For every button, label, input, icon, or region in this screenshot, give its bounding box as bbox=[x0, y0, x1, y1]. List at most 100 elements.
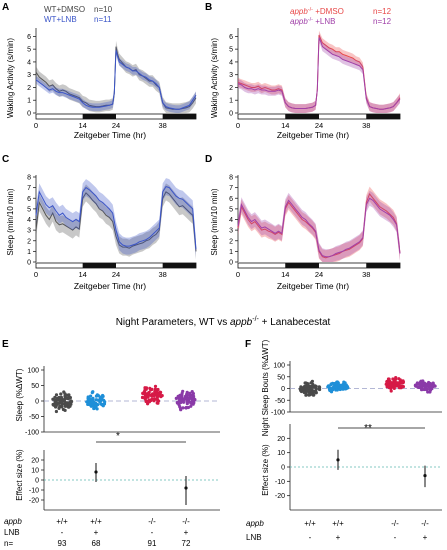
effect-mean-f-1 bbox=[336, 458, 340, 462]
error-band-a-1 bbox=[36, 40, 196, 113]
data-point-e bbox=[182, 400, 186, 404]
dark-period-c bbox=[82, 263, 116, 268]
data-point-f bbox=[391, 377, 395, 381]
y-tick-label-a: 6 bbox=[27, 34, 31, 41]
data-point-e bbox=[185, 402, 189, 406]
y-tick-label-b: 4 bbox=[229, 59, 233, 66]
y-tick-label-a: 4 bbox=[27, 59, 31, 66]
table-e-n-4: 72 bbox=[182, 539, 191, 548]
effect-y-tick-label-f: -10 bbox=[275, 479, 285, 486]
data-point-f bbox=[400, 385, 405, 389]
data-point-f bbox=[329, 390, 334, 394]
effect-y-tick-label-e: 10 bbox=[31, 468, 39, 475]
effect-mean-f-2 bbox=[423, 474, 427, 478]
legend-b-line-2: appb-/- +LNB bbox=[290, 17, 335, 26]
y-tick-label-d: 5 bbox=[229, 206, 233, 213]
data-point-f bbox=[390, 383, 394, 387]
y-tick-label-a: 5 bbox=[27, 47, 31, 54]
ylabel-b: Waking Activity (s/min) bbox=[210, 38, 219, 118]
data-point-e bbox=[152, 394, 156, 398]
error-band-d-2 bbox=[238, 190, 400, 262]
data-point-f bbox=[309, 384, 313, 388]
data-point-f bbox=[302, 390, 306, 395]
legend-a-n-2: n=11 bbox=[94, 15, 112, 24]
data-point-e bbox=[63, 392, 67, 396]
y-tick-label-c: 5 bbox=[27, 206, 31, 213]
data-point-e bbox=[180, 391, 184, 396]
table-f-lnb-2: + bbox=[336, 533, 341, 542]
data-point-e bbox=[174, 396, 178, 400]
series-line-c-2 bbox=[35, 186, 197, 250]
data-point-e bbox=[189, 404, 193, 408]
scatter-y-tick-label-f: -50 bbox=[275, 398, 285, 405]
x-tick-label-b: 24 bbox=[315, 121, 323, 130]
effect-y-tick-label-f: 0 bbox=[281, 465, 285, 472]
data-point-f bbox=[332, 385, 336, 389]
effect-y-tick-label-e: -10 bbox=[29, 488, 39, 495]
data-point-e bbox=[88, 401, 92, 405]
data-point-e bbox=[193, 398, 197, 402]
data-point-f bbox=[309, 381, 313, 385]
table-f-genotype-4: -/- bbox=[421, 519, 429, 528]
scatter-y-tick-label-f: 50 bbox=[277, 374, 285, 381]
x-tick-label-d: 14 bbox=[281, 270, 289, 279]
y-tick-label-b: 6 bbox=[229, 34, 233, 41]
table-e-genotype-4: -/- bbox=[182, 517, 190, 526]
data-point-e bbox=[95, 393, 99, 397]
data-point-f bbox=[306, 382, 310, 386]
data-point-e bbox=[177, 401, 181, 405]
data-point-e bbox=[155, 388, 159, 392]
series-line-d-1 bbox=[237, 193, 401, 259]
error-band-c-2 bbox=[36, 178, 196, 258]
xlabel-b: Zeitgeber Time (hr) bbox=[277, 130, 349, 140]
x-tick-label-b: 14 bbox=[281, 121, 289, 130]
table-e-genotype-3: -/- bbox=[148, 517, 156, 526]
data-point-e bbox=[51, 397, 55, 401]
legend-b-line-1: appb-/- +DMSO bbox=[290, 7, 344, 16]
table-e-n-1: 93 bbox=[58, 539, 67, 548]
table-e-n-3: 91 bbox=[148, 539, 157, 548]
y-tick-label-d: 4 bbox=[229, 217, 233, 224]
data-point-e bbox=[189, 400, 193, 404]
data-point-f bbox=[401, 380, 405, 384]
data-point-e bbox=[67, 393, 71, 397]
effect-mean-e-2 bbox=[184, 486, 188, 490]
effect-y-tick-label-e: -20 bbox=[29, 498, 39, 505]
title-prefix: Night Parameters, WT vs bbox=[116, 317, 230, 328]
data-point-f bbox=[389, 389, 393, 393]
scatter-y-tick-label-e: -100 bbox=[25, 430, 39, 437]
data-point-f bbox=[419, 381, 423, 385]
data-point-f bbox=[386, 377, 391, 381]
data-point-e bbox=[146, 395, 150, 399]
panel-letter-e: E bbox=[2, 339, 9, 350]
data-point-f bbox=[335, 388, 339, 392]
data-point-f bbox=[428, 388, 433, 392]
ylabel-f-top: Night Sleep Bouts (%ΔWT) bbox=[261, 339, 270, 436]
legend-b-n-1: n=12 bbox=[373, 7, 392, 16]
legend-b-n-2: n=12 bbox=[373, 17, 392, 26]
table-e-genotype-1: +/+ bbox=[56, 517, 68, 526]
effect-y-tick-label-f: 20 bbox=[277, 436, 285, 443]
data-point-f bbox=[420, 388, 424, 392]
x-tick-label-c: 0 bbox=[34, 270, 38, 279]
data-point-f bbox=[299, 387, 303, 391]
data-point-e bbox=[184, 405, 188, 410]
table-f-appb-label: appb bbox=[246, 519, 264, 528]
data-point-f bbox=[398, 378, 402, 382]
data-point-e bbox=[63, 399, 67, 403]
y-tick-label-c: 0 bbox=[27, 260, 31, 267]
data-point-f bbox=[346, 386, 350, 390]
data-point-e bbox=[144, 392, 148, 396]
table-e-n-label: n= bbox=[4, 539, 13, 548]
title-suffix: + Lanabecestat bbox=[259, 317, 331, 328]
y-tick-label-b: 1 bbox=[229, 98, 233, 105]
data-point-e bbox=[64, 403, 68, 407]
y-tick-label-d: 8 bbox=[229, 175, 233, 182]
table-e-values: +/+ +/+ -/- -/- - + - + 93 68 91 72 bbox=[56, 517, 191, 548]
data-point-e bbox=[98, 400, 102, 404]
title-sup: -/- bbox=[252, 316, 259, 323]
y-tick-label-d: 0 bbox=[229, 260, 233, 267]
data-point-e bbox=[68, 404, 72, 408]
data-point-f bbox=[307, 393, 311, 397]
data-point-e bbox=[191, 392, 195, 396]
